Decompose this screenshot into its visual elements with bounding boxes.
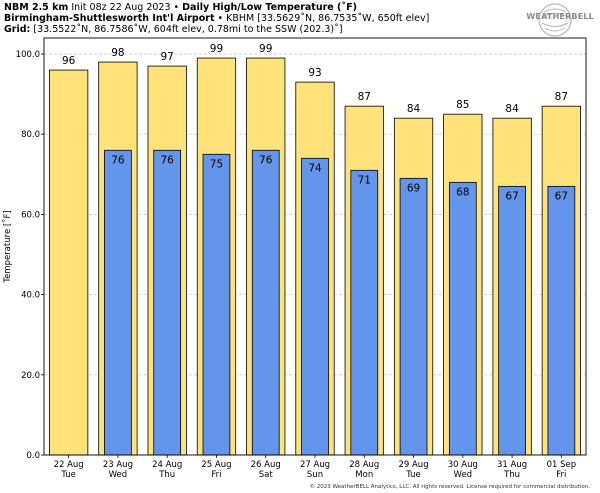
y-tick-label: 100.0 (16, 50, 40, 60)
x-tick-date: 01 Sep (547, 460, 577, 470)
x-tick-day: Thu (503, 470, 520, 480)
header-line-model: NBM 2.5 km Init 08z 22 Aug 2023 • Daily … (4, 2, 357, 13)
low-temp-bar (301, 157, 329, 456)
low-temp-label: 67 (505, 190, 518, 202)
low-temp-label: 71 (358, 174, 371, 186)
y-tick-label: 40.0 (21, 291, 40, 301)
high-temp-label: 84 (505, 103, 519, 115)
low-temp-bar (448, 181, 477, 456)
low-temp-label: 74 (308, 162, 322, 174)
grid-label: Grid: (4, 24, 31, 35)
model-name: NBM 2.5 km (4, 2, 69, 13)
x-tick-day: Fri (556, 470, 566, 480)
high-temp-label: 99 (259, 43, 272, 55)
low-temp-label: 68 (456, 186, 469, 198)
bullet-separator: • (217, 13, 224, 24)
x-tick-date: 29 Aug (398, 460, 428, 470)
x-tick-day: Sat (259, 470, 274, 480)
x-tick-date: 26 Aug (251, 460, 281, 470)
y-tick-label: 80.0 (21, 130, 40, 140)
x-tick-date: 23 Aug (103, 460, 133, 470)
bars-layer: 96 98 76 97 76 99 75 99 76 93 74 87 71 84 69 85 68 84 67 87… (49, 43, 581, 456)
high-temp-label: 87 (555, 91, 568, 103)
x-tick-date: 27 Aug (300, 460, 330, 470)
x-tick-day: Fri (211, 470, 221, 480)
low-temp-bar (202, 153, 231, 456)
header-line-grid: Grid: [33.5522˚N, 86.7586˚W, 604ft elev,… (4, 24, 343, 35)
high-temp-bar (49, 69, 89, 456)
x-tick-date: 31 Aug (497, 460, 527, 470)
low-temp-bar (104, 149, 132, 456)
high-temp-label: 96 (62, 55, 76, 67)
low-temp-bar (251, 149, 280, 456)
low-temp-label: 75 (210, 158, 223, 170)
high-temp-label: 85 (456, 99, 469, 111)
x-tick-day: Wed (454, 470, 473, 480)
x-tick-date: 24 Aug (152, 460, 182, 470)
y-tick-label: 0.0 (26, 451, 40, 461)
low-temp-label: 67 (555, 190, 568, 202)
x-tick-day: Thu (158, 470, 175, 480)
x-tick-day: Sun (307, 470, 323, 480)
x-tick-date: 28 Aug (349, 460, 379, 470)
low-temp-label: 76 (259, 154, 273, 166)
y-tick-label: 20.0 (21, 371, 40, 381)
logo-text: WEATHERBELL (526, 12, 594, 21)
y-tick-label: 60.0 (21, 210, 40, 220)
x-tick-day: Tue (60, 470, 76, 480)
x-tick-day: Wed (109, 470, 128, 480)
y-axis-label: Temperature [˚F] (2, 210, 13, 283)
low-temp-bar (350, 169, 379, 456)
weatherbell-logo-icon (538, 3, 572, 37)
chart-title: Daily High/Low Temperature (˚F) (182, 2, 357, 13)
low-temp-bar (153, 149, 182, 456)
low-temp-label: 76 (111, 154, 125, 166)
low-temp-bar (547, 185, 576, 456)
x-tick-day: Tue (405, 470, 421, 480)
header-line-station: Birmingham-Shuttlesworth Int'l Airport •… (4, 13, 429, 24)
x-tick-date: 25 Aug (201, 460, 231, 470)
low-temp-label: 76 (160, 154, 174, 166)
high-temp-label: 93 (308, 67, 321, 79)
station-info: KBHM [33.5629˚N, 86.7535˚W, 650ft elev] (226, 13, 430, 24)
high-temp-label: 84 (407, 103, 421, 115)
high-temp-label: 87 (358, 91, 371, 103)
x-tick-day: Mon (355, 470, 373, 480)
init-time: Init 08z 22 Aug 2023 (71, 2, 171, 13)
copyright-notice: © 2023 WeatherBELL Analytics, LLC. All r… (309, 484, 590, 490)
low-temp-bar (399, 177, 428, 456)
x-tick-date: 30 Aug (448, 460, 478, 470)
low-temp-label: 69 (407, 182, 420, 194)
grid-info: [33.5522˚N, 86.7586˚W, 604ft elev, 0.78m… (33, 24, 343, 35)
high-temp-label: 98 (111, 47, 124, 59)
plot-frame (43, 37, 587, 456)
high-temp-label: 97 (160, 51, 173, 63)
low-temp-bar (498, 185, 526, 456)
high-temp-label: 99 (210, 43, 223, 55)
x-tick-date: 22 Aug (54, 460, 84, 470)
bullet-separator: • (173, 2, 180, 13)
station-name: Birmingham-Shuttlesworth Int'l Airport (4, 13, 215, 24)
